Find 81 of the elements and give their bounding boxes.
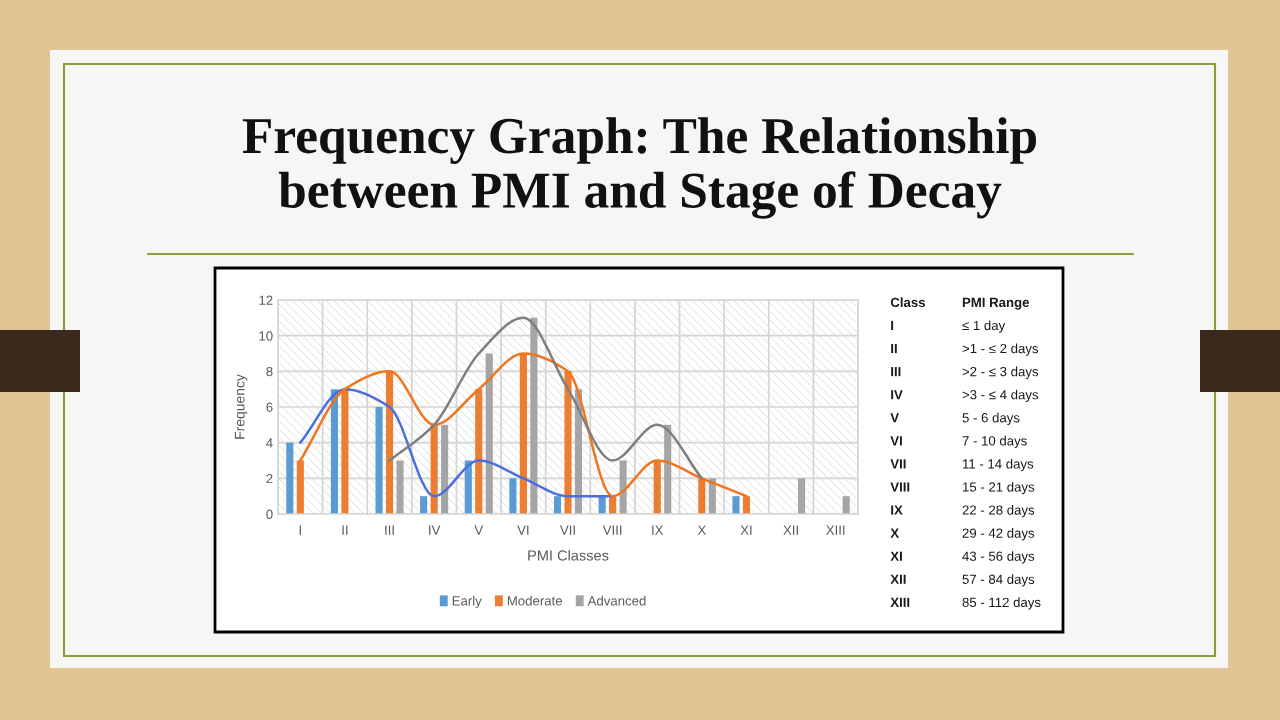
- x-tick-label: III: [385, 525, 394, 535]
- x-tick-label: IX: [652, 525, 664, 535]
- text: VI: [890, 436, 902, 446]
- y-tick-label: 10: [259, 331, 273, 341]
- bar: [797, 478, 806, 514]
- text: 11 - 14 days: [963, 458, 1034, 472]
- text: 15 - 21 days: [963, 481, 1035, 495]
- x-axis-title: PMI Classes: [528, 549, 609, 561]
- bar: [509, 478, 517, 514]
- y-tick-label: 12: [259, 295, 273, 305]
- y-tick-label: 4: [266, 438, 273, 448]
- text: 57 - 84 days: [962, 574, 1035, 587]
- text: 85 - 112 days: [962, 597, 1041, 610]
- bar: [375, 407, 383, 514]
- text: IV: [891, 390, 903, 400]
- text: >3 - ≤ 4 days: [962, 389, 1039, 402]
- bar: [519, 353, 527, 514]
- text: VIII: [890, 482, 910, 492]
- text: >1 - ≤ 2 days: [962, 343, 1039, 356]
- chart-title: Frequency Graph: The Relationship between PMI and Stage of Decay: [242, 117, 1037, 219]
- legend-label: Advanced: [587, 595, 646, 606]
- x-tick-label: X: [697, 525, 706, 535]
- bar: [420, 496, 428, 514]
- x-tick-label: VI: [517, 525, 529, 535]
- text: II: [891, 344, 897, 354]
- text: 5 - 6 days: [962, 412, 1020, 426]
- bar: [653, 460, 661, 514]
- bar: [530, 317, 538, 514]
- text: III: [891, 367, 901, 377]
- bar: [553, 496, 562, 514]
- y-tick-label: 2: [266, 473, 273, 484]
- text: 43 - 56 days: [962, 551, 1035, 564]
- line-series: [388, 316, 704, 480]
- text: VII: [890, 459, 906, 469]
- text: >2 - ≤ 3 days: [962, 366, 1039, 379]
- bar: [330, 389, 339, 514]
- text: XIII: [890, 597, 910, 607]
- bar: [742, 496, 751, 514]
- y-tick-label: 0: [266, 509, 273, 519]
- bar: [664, 424, 672, 514]
- bar: [430, 424, 438, 514]
- x-tick-label: II: [342, 525, 348, 535]
- text: 29 - 42 days: [962, 528, 1035, 541]
- x-tick-label: XI: [740, 525, 752, 535]
- bar: [732, 496, 740, 514]
- bar: [564, 371, 572, 514]
- text: V: [890, 413, 900, 423]
- legend-label: Moderate: [507, 595, 562, 606]
- bar: [464, 460, 472, 514]
- text: PMI Range: [962, 297, 1029, 310]
- line-series: [299, 352, 748, 498]
- text: 7 - 10 days: [962, 435, 1027, 449]
- x-tick-label: XII: [783, 525, 798, 535]
- text: IX: [891, 505, 903, 515]
- x-tick-label: VII: [559, 525, 575, 535]
- bar: [842, 496, 850, 514]
- text: 22 - 28 days: [962, 505, 1035, 518]
- text: ≤ 1 day: [962, 320, 1006, 333]
- bar: [341, 389, 349, 514]
- bar: [441, 424, 449, 514]
- bar: [698, 478, 706, 514]
- legend-label: Early: [452, 595, 482, 609]
- x-tick-label: IV: [429, 525, 441, 535]
- y-axis-title: Frequency: [234, 374, 248, 439]
- bar: [619, 460, 627, 514]
- x-tick-label: V: [474, 525, 484, 535]
- text: XII: [890, 574, 906, 584]
- bar: [286, 442, 294, 514]
- bar: [485, 353, 493, 514]
- text: Class: [890, 297, 925, 308]
- y-tick-label: 8: [266, 366, 273, 377]
- bar: [296, 460, 304, 514]
- x-tick-label: I: [299, 525, 301, 535]
- text: I: [891, 320, 894, 331]
- bar: [385, 371, 394, 514]
- text: XI: [890, 551, 902, 561]
- x-tick-label: XIII: [826, 525, 845, 535]
- y-tick-label: 6: [266, 402, 273, 412]
- bar: [396, 460, 404, 514]
- bar: [475, 389, 483, 514]
- x-tick-label: VIII: [602, 525, 622, 535]
